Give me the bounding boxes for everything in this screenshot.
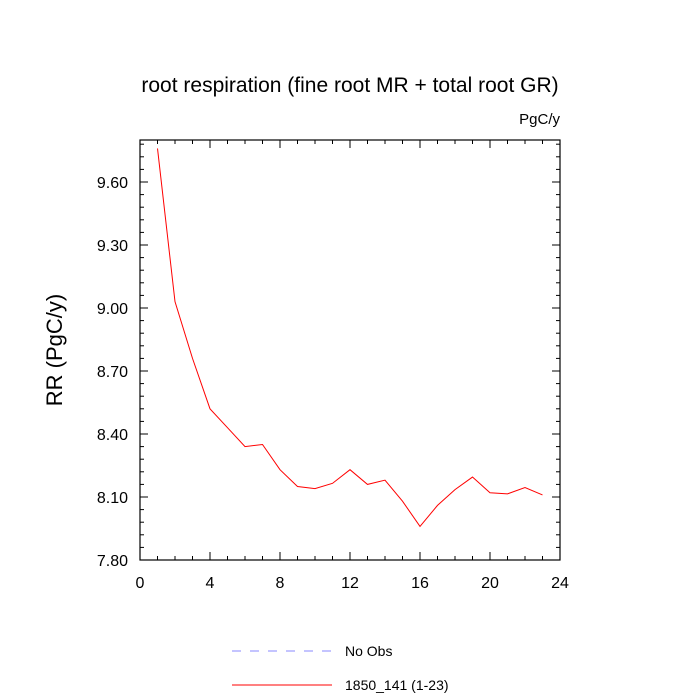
x-tick-label: 16 xyxy=(411,575,429,592)
axis-ticks: 0 4 8 12 16 20 24 7.80 8.10 8.40 8.70 9.00 9.30 9.60 xyxy=(97,140,569,592)
y-tick-label: 8.70 xyxy=(97,364,128,381)
x-tick-label: 0 xyxy=(136,575,145,592)
y-tick-label: 7.80 xyxy=(97,553,128,570)
plot-frame xyxy=(139,139,561,561)
x-tick-label: 20 xyxy=(481,575,499,592)
series-line-0 xyxy=(157,148,543,528)
x-tick-label: 12 xyxy=(341,575,359,592)
y-tick-label: 9.00 xyxy=(97,301,128,318)
x-tick-label: 8 xyxy=(276,575,285,592)
x-tick-label: 4 xyxy=(206,575,215,592)
x-tick-label: 24 xyxy=(551,575,569,592)
legend: No Obs 1850_141 (1-23) xyxy=(232,643,449,693)
plot-series xyxy=(157,148,543,528)
chart-title: root respiration (fine root MR + total r… xyxy=(141,74,558,97)
y-axis-label: RR (PgC/y) xyxy=(42,294,67,406)
y-tick-label: 8.40 xyxy=(97,427,128,444)
y-tick-label: 8.10 xyxy=(97,490,128,507)
legend-label: 1850_141 (1-23) xyxy=(345,677,449,693)
y-tick-label: 9.30 xyxy=(97,238,128,255)
units-label: PgC/y xyxy=(519,111,560,128)
legend-label: No Obs xyxy=(345,643,392,659)
y-tick-label: 9.60 xyxy=(97,175,128,192)
